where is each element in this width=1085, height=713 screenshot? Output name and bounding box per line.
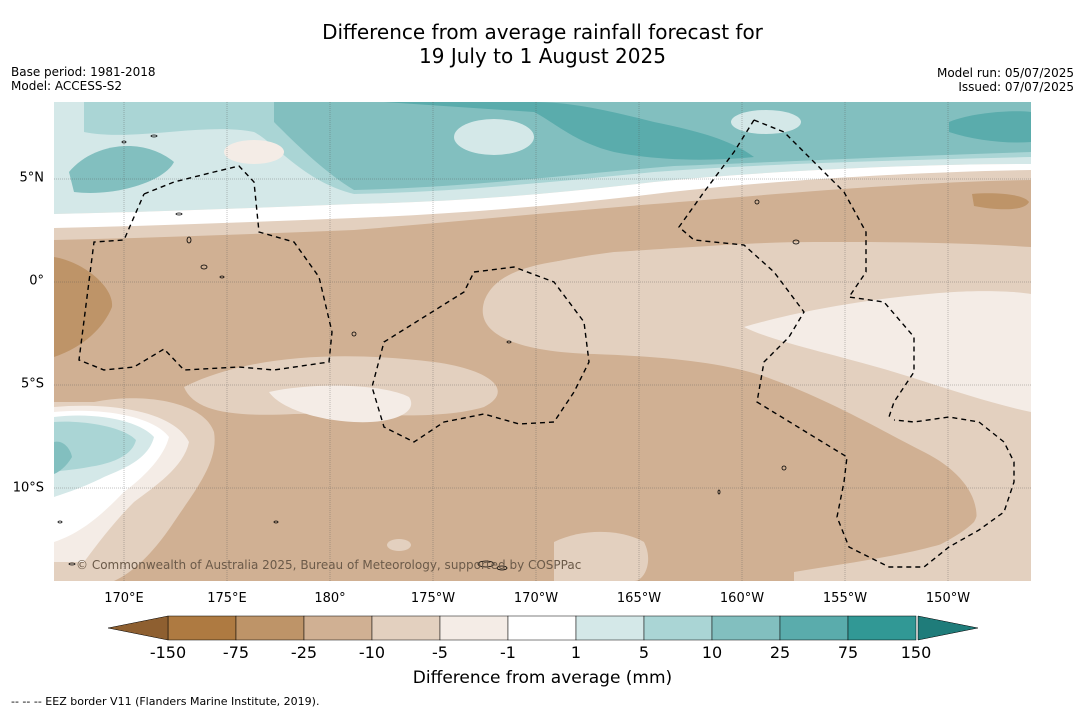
colorbar-bin [439, 615, 509, 641]
colorbar-extend-max [917, 615, 978, 641]
region-north-dry-spot [224, 140, 284, 164]
lon-label-175e: 175°E [207, 591, 247, 606]
region-north-wet-5 [949, 111, 1031, 143]
colorbar-label: Difference from average (mm) [412, 668, 673, 688]
colorbar-bin [167, 615, 237, 641]
colorbar-tick: 10 [701, 643, 723, 662]
base-period: Base period: 1981-2018 [11, 65, 156, 79]
region-north-wet-spot [454, 119, 534, 155]
copyright-notice: © Commonwealth of Australia 2025, Bureau… [76, 558, 582, 572]
colorbar-bin [711, 615, 781, 641]
lon-label-155w: 155°W [822, 591, 868, 606]
region-5-1-dry-south [269, 385, 412, 423]
region-north-wet-6 [69, 145, 174, 193]
colorbar-bin [235, 615, 305, 641]
lon-label-180: 180° [314, 591, 346, 606]
lon-label-170w: 170°W [513, 591, 559, 606]
region-10-25-wet-sw [54, 441, 72, 474]
lat-label-5s: 5°S [20, 376, 44, 392]
colorbar-bin [371, 615, 441, 641]
region-north-wet-spot-2 [731, 110, 801, 134]
region-10-5-dry-center [484, 246, 1031, 422]
title-line-1: Difference from average rainfall forecas… [322, 20, 763, 44]
lat-label-5n: 5°N [19, 170, 45, 186]
model-name: Model: ACCESS-S2 [11, 79, 123, 93]
meta-left: Base period: 1981-2018 Model: ACCESS-S2 [11, 65, 156, 93]
colorbar [108, 615, 978, 641]
lon-label-175w: 175°W [410, 591, 456, 606]
region-10-5-dry-south-2 [554, 531, 649, 581]
colorbar-tick: -1 [500, 643, 516, 662]
lat-label-0: 0° [29, 273, 44, 289]
colorbar-tick: 5 [638, 643, 650, 662]
region-5-1-dry-east-2 [744, 291, 1031, 412]
region-5-10-wet-sw [54, 421, 136, 472]
colorbar-bin [507, 615, 577, 641]
graticule [54, 102, 1031, 581]
region-neutral-band [54, 164, 1031, 228]
colorbar-tick: 75 [837, 643, 859, 662]
lon-label-170e: 170°E [104, 591, 144, 606]
eez-legend: -- -- -- EEZ border V11 (Flanders Marine… [11, 695, 320, 708]
colorbar-tick: -75 [222, 643, 250, 662]
model-run: Model run: 05/07/2025 [936, 66, 1074, 80]
colorbar-tick: 25 [769, 643, 791, 662]
colorbar-extend-min [108, 615, 169, 641]
rainfall-map[interactable]: © Commonwealth of Australia 2025, Bureau… [54, 102, 1031, 581]
meta-right: Model run: 05/07/2025 Issued: 07/07/2025 [937, 66, 1074, 94]
lon-label-165w: 165°W [616, 591, 662, 606]
colorbar-bin [643, 615, 713, 641]
colorbar-bin [303, 615, 373, 641]
lon-label-150w: 150°W [925, 591, 971, 606]
colorbar-bins [167, 615, 917, 641]
colorbar-tick: -5 [432, 643, 448, 662]
colorbar-tick: -150 [149, 643, 187, 662]
islands [57, 134, 800, 571]
region-25-10-dry-main [54, 180, 1031, 581]
colorbar-bin [575, 615, 645, 641]
eez-borders [78, 119, 1015, 568]
colorbar-bin [847, 615, 917, 641]
colorbar-bin [779, 615, 849, 641]
region-75-25-dry-2 [972, 193, 1029, 210]
lat-label-10s: 10°S [12, 480, 44, 496]
map-canvas [54, 102, 1031, 581]
colorbar-tick: 150 [900, 643, 932, 662]
region-north-wet-4 [384, 102, 754, 160]
lon-label-160w: 160°W [719, 591, 765, 606]
colorbar-tick: -25 [290, 643, 318, 662]
region-10-5-dry-spot [387, 539, 411, 551]
title-line-2: 19 July to 1 August 2025 [419, 44, 666, 68]
colorbar-tick: 1 [570, 643, 582, 662]
issued-date: Issued: 07/07/2025 [958, 80, 1074, 94]
region-10-5-dry-southeast [854, 400, 1031, 581]
map-title: Difference from average rainfall forecas… [0, 20, 1085, 68]
colorbar-tick: -10 [358, 643, 386, 662]
